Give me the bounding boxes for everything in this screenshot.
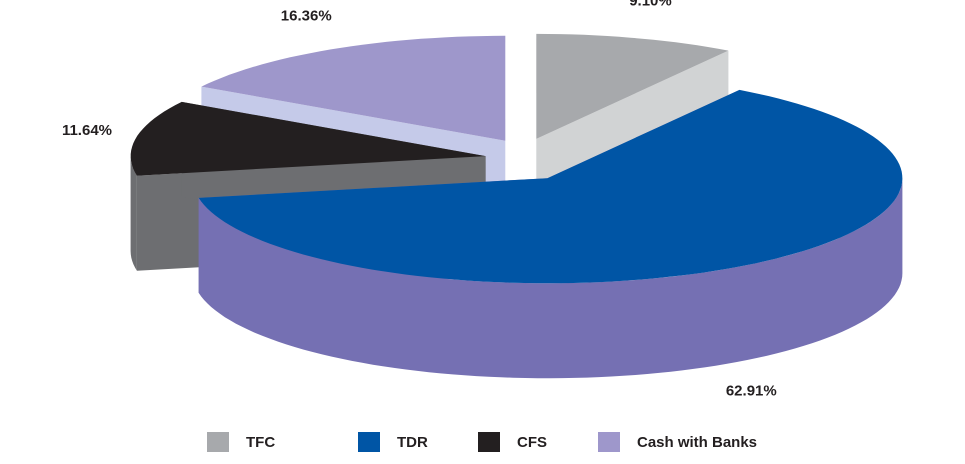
legend-label: CFS	[517, 434, 547, 451]
legend-swatch	[598, 432, 620, 452]
slice-top	[201, 35, 506, 141]
legend-label: TDR	[397, 434, 428, 451]
legend-label: Cash with Banks	[637, 434, 757, 451]
slice-top	[130, 101, 486, 176]
data-label: 16.36%	[281, 7, 332, 24]
pie-slice	[198, 89, 903, 379]
legend-swatch	[207, 432, 229, 452]
slice-side	[130, 156, 137, 271]
legend-swatch	[478, 432, 500, 452]
slice-top	[198, 89, 903, 284]
slice-top	[536, 33, 729, 139]
legend-label: TFC	[246, 434, 275, 451]
data-label: 9.10%	[629, 0, 672, 10]
slice-side	[198, 178, 903, 379]
legend-swatch	[358, 432, 380, 452]
data-label: 62.91%	[726, 383, 777, 400]
data-label: 11.64%	[62, 122, 112, 139]
